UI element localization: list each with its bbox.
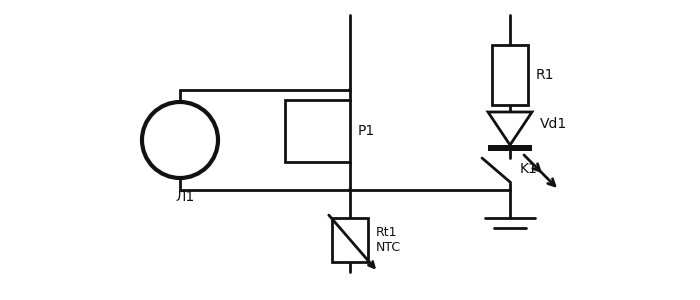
Bar [488, 145, 532, 151]
Text: Vd1: Vd1 [540, 116, 567, 130]
Text: Л1: Л1 [176, 190, 195, 204]
Text: K1: K1 [520, 162, 538, 176]
Bar [332, 218, 368, 262]
Bar [285, 100, 350, 162]
Text: Rt1
NTC: Rt1 NTC [376, 226, 401, 254]
Bar [492, 45, 528, 105]
Polygon shape [488, 112, 532, 145]
Text: P1: P1 [358, 124, 375, 138]
Circle shape [142, 102, 218, 178]
Text: R1: R1 [536, 68, 554, 82]
Circle shape [349, 189, 351, 191]
Circle shape [349, 89, 351, 91]
